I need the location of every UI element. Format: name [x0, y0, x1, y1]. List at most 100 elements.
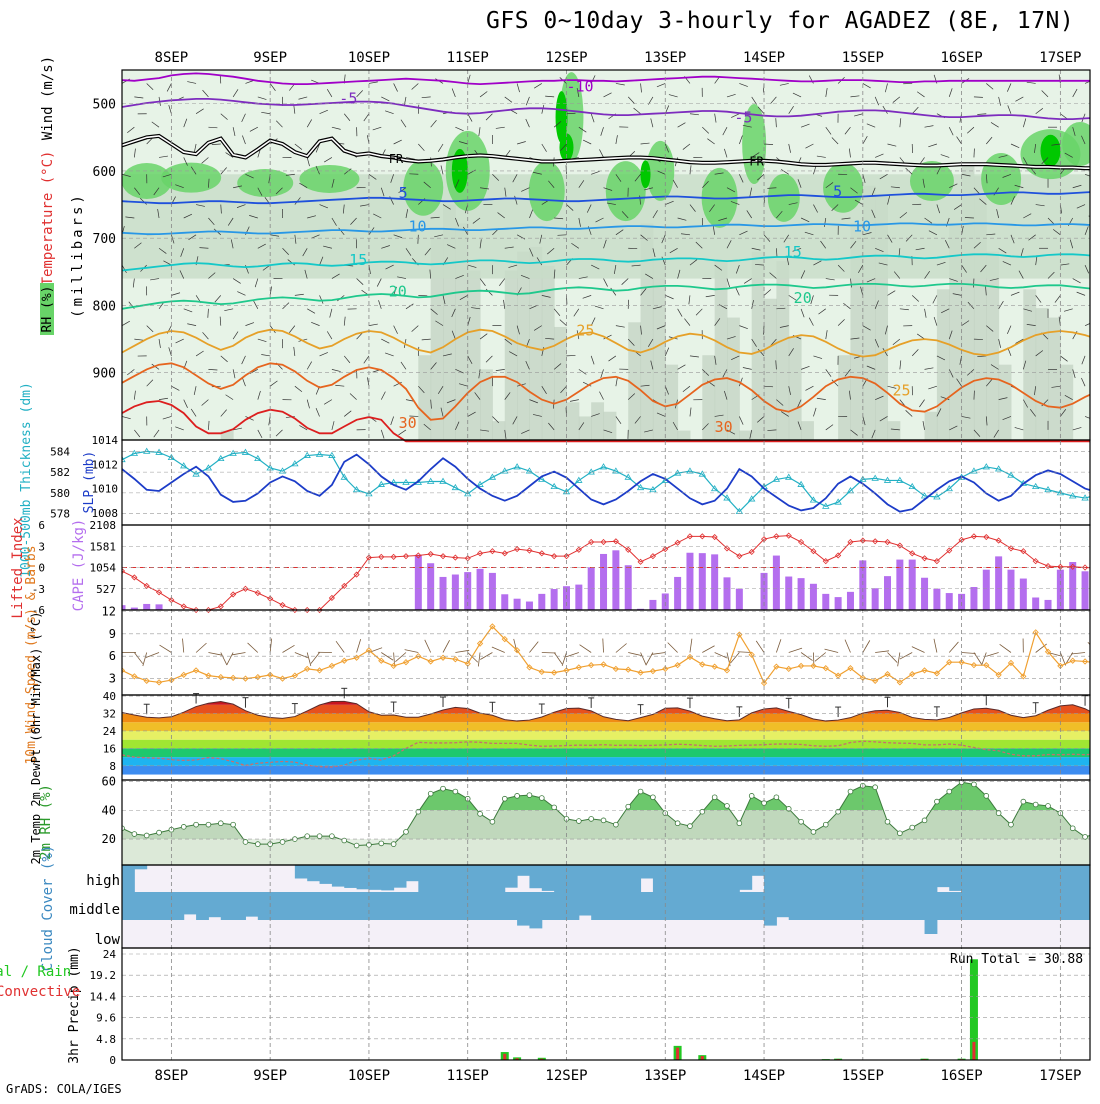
rh-point — [774, 795, 779, 800]
cape-bar — [810, 584, 817, 610]
cloud-cell — [986, 892, 999, 920]
cloud-cell — [529, 920, 542, 928]
rh-point — [280, 840, 285, 845]
rh-humid-column — [999, 365, 1012, 440]
pressure-tick-label: 600 — [93, 165, 116, 180]
lifted-index-tick-label: 3 — [38, 540, 45, 553]
cloud-cell — [505, 865, 518, 888]
rh-humid-column — [468, 270, 481, 440]
cape-bar — [526, 602, 533, 610]
cloud-cell — [727, 865, 740, 892]
cloud-cell — [381, 892, 394, 920]
cape-bar — [625, 565, 632, 610]
cloud-cell — [764, 892, 777, 920]
surface-wind-barb — [690, 639, 692, 653]
temperature-band — [122, 731, 1090, 740]
cloud-cell — [295, 865, 308, 879]
pressure-tick-label: 700 — [93, 232, 116, 247]
rh-point — [885, 819, 890, 824]
rh-humid-column — [801, 421, 814, 440]
cape-bar — [724, 577, 731, 610]
cape-bar — [686, 553, 693, 610]
cloud-cell — [925, 892, 938, 920]
rh-point — [243, 840, 248, 845]
date-label-bottom: 10SEP — [348, 1068, 390, 1084]
cloud-cell — [1073, 865, 1086, 892]
cape-bar — [143, 604, 150, 610]
cloud-cell — [999, 892, 1012, 920]
cape-bar — [970, 587, 977, 610]
rh-point — [1009, 822, 1014, 827]
cloud-cell — [678, 892, 691, 920]
thickness-tick-label: 582 — [50, 466, 70, 479]
rh-humid-column — [492, 421, 505, 440]
rh-moist-blob — [606, 161, 646, 221]
wind-barb — [1093, 301, 1098, 309]
cloud-row-label: low — [95, 932, 121, 948]
surface-wind-barb — [295, 653, 308, 658]
date-label-bottom: 17SEP — [1039, 1068, 1081, 1084]
rh-humid-column — [925, 412, 938, 440]
cape-bar — [612, 550, 619, 610]
chart-title: GFS 0~10day 3-hourly for AGADEZ (8E, 17N… — [486, 8, 1074, 34]
cloud-cell — [764, 920, 777, 926]
cloud-cell — [406, 892, 419, 920]
surface-wind-barb — [160, 645, 172, 652]
cloud-cell — [863, 892, 876, 920]
rh-moist-blob — [1062, 122, 1098, 166]
cape-bar — [736, 589, 743, 610]
wind-barb — [118, 136, 123, 144]
cape-bar — [995, 556, 1002, 610]
rh-point — [712, 795, 717, 800]
rh-humid-column — [628, 322, 641, 440]
cloud-cell — [912, 865, 925, 892]
surface-wind-barb — [715, 653, 728, 659]
precip-tick-label: 9.6 — [96, 1012, 116, 1025]
cape-bar — [1094, 588, 1100, 610]
surface-wind-barb — [628, 653, 642, 656]
rh-point — [749, 793, 754, 798]
cloud-cell — [122, 865, 135, 892]
surface-wind-barb — [949, 642, 958, 653]
cloud-cell — [752, 865, 765, 876]
rh-humid-column — [752, 252, 765, 440]
axis-title-wind: Wind (m/s) — [40, 56, 56, 140]
temperature-tick-label: 40 — [103, 690, 116, 703]
cloud-cell — [579, 865, 592, 892]
rh-point — [329, 834, 334, 839]
rh-point — [181, 824, 186, 829]
surface-wind-barb — [443, 640, 450, 652]
rh-moist-blob — [403, 160, 443, 216]
cloud-cell — [628, 892, 641, 920]
cloud-cell — [320, 865, 333, 884]
cloud-cell — [702, 865, 715, 892]
cloud-cell — [986, 865, 999, 892]
cloud-cell — [320, 892, 333, 920]
cape-tick-label: 527 — [96, 583, 116, 596]
rh-point — [1083, 835, 1088, 840]
rh-point — [848, 789, 853, 794]
cloud-cell — [505, 892, 518, 920]
rh-point — [391, 842, 396, 847]
cloud-cell — [690, 892, 703, 920]
panel-frame — [122, 610, 1090, 695]
rh-point — [638, 789, 643, 794]
cloud-cell — [591, 865, 604, 892]
cloud-cell — [418, 865, 431, 892]
cloud-cell — [789, 892, 802, 920]
precip-tick-label: 19.2 — [90, 969, 117, 982]
cloud-cell — [801, 892, 814, 920]
cloud-cell — [307, 865, 320, 881]
surface-wind-barb — [962, 653, 976, 654]
axis-title-pressure: (millibars) — [70, 192, 86, 318]
surface-wind-barb — [478, 653, 480, 667]
cloud-cell — [369, 892, 382, 920]
cloud-cell — [764, 865, 777, 892]
date-label-bottom: 13SEP — [644, 1068, 686, 1084]
cloud-cell — [826, 865, 839, 892]
contour-label: 15 — [784, 243, 802, 261]
rh-fill-mid — [122, 810, 1090, 839]
contour-label: 5 — [399, 184, 408, 202]
surface-wind-barb — [183, 639, 184, 653]
thickness-tick-label: 584 — [50, 445, 70, 458]
